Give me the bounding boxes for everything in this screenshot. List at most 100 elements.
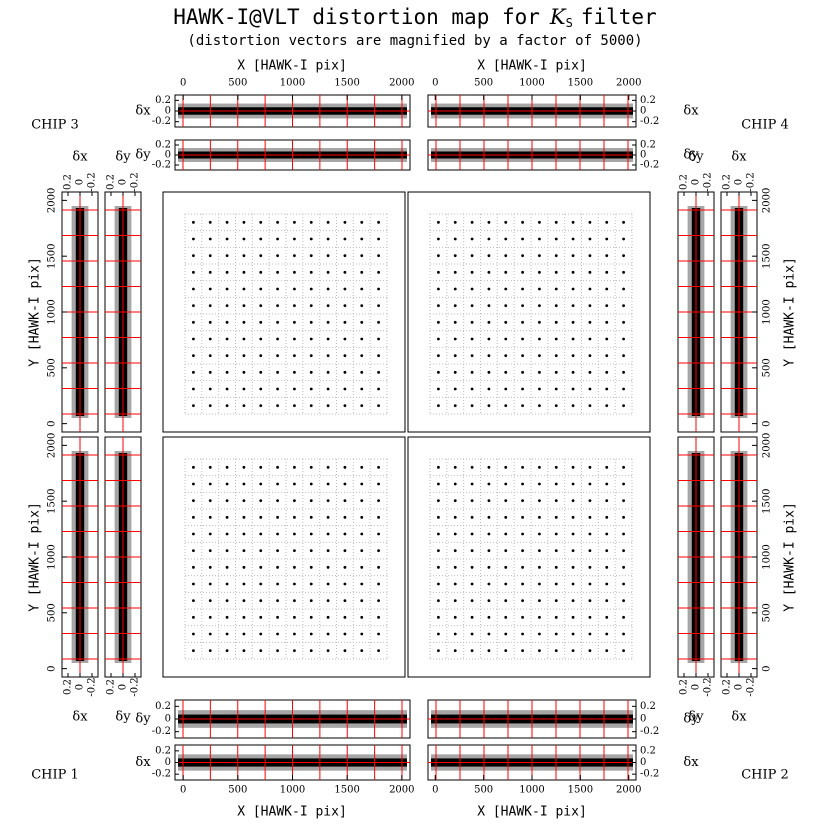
sample-point: [453, 499, 457, 503]
sample-point: [622, 532, 625, 536]
sample-point: [326, 270, 330, 274]
sample-point: [622, 287, 625, 291]
sample-point: [622, 304, 625, 308]
sample-point: [538, 515, 541, 519]
sample-point: [554, 532, 558, 536]
sample-point: [192, 337, 195, 341]
sample-point: [437, 582, 440, 586]
sample-point: [470, 304, 474, 308]
sample-point: [360, 499, 364, 503]
y-tick-label: 2000: [762, 188, 773, 213]
sample-point: [487, 237, 491, 241]
sample-point: [259, 599, 263, 603]
sample-point: [293, 287, 296, 291]
sample-point: [242, 237, 246, 241]
sample-point: [487, 649, 491, 653]
sample-point: [571, 465, 575, 469]
sample-point: [521, 320, 524, 324]
sample-point: [453, 237, 457, 241]
sample-point: [309, 515, 313, 519]
y-tick-label: 1000: [762, 299, 773, 324]
sample-point: [326, 482, 330, 486]
sample-point: [605, 632, 609, 636]
sample-point: [343, 237, 347, 241]
sample-point: [588, 354, 592, 358]
y-tick-label: 2000: [47, 188, 58, 213]
sample-point: [487, 287, 491, 291]
sample-point: [487, 565, 491, 569]
strip-label: δy: [115, 710, 131, 725]
sample-point: [521, 337, 524, 341]
sample-point: [377, 615, 380, 619]
sample-point: [588, 565, 592, 569]
residual-tick-label: -0.2: [703, 677, 714, 696]
sample-point: [259, 499, 263, 503]
sample-point: [242, 499, 246, 503]
sample-point: [326, 370, 330, 374]
sample-point: [276, 532, 279, 536]
sample-point: [504, 649, 508, 653]
sample-point: [377, 220, 380, 224]
sample-point: [225, 465, 229, 469]
sample-point: [554, 287, 558, 291]
sample-point: [622, 370, 625, 374]
sample-point: [487, 515, 491, 519]
sample-point: [309, 220, 313, 224]
sample-point: [343, 549, 347, 553]
strip-label: δx: [683, 104, 699, 119]
sample-point: [242, 320, 246, 324]
chip-label: CHIP 4: [741, 118, 789, 133]
sample-point: [622, 499, 625, 503]
sample-point: [309, 304, 313, 308]
residual-tick-label: -0.2: [152, 116, 171, 127]
sample-point: [453, 254, 457, 258]
sample-point: [504, 549, 508, 553]
chip-label: CHIP 3: [31, 118, 79, 133]
sample-point: [571, 532, 575, 536]
sample-point: [504, 632, 508, 636]
sample-point: [377, 632, 380, 636]
sample-point: [504, 499, 508, 503]
sample-point: [309, 404, 313, 408]
sample-point: [588, 220, 592, 224]
sample-point: [521, 354, 524, 358]
sample-point: [487, 370, 491, 374]
sample-point: [554, 482, 558, 486]
y-tick-label: 1500: [47, 488, 58, 513]
sample-point: [293, 532, 296, 536]
sample-point: [437, 615, 440, 619]
residual-tick-label: 0: [691, 684, 702, 690]
sample-point: [453, 387, 457, 391]
sample-point: [571, 549, 575, 553]
sample-point: [192, 387, 195, 391]
sample-point: [326, 649, 330, 653]
sample-point: [504, 482, 508, 486]
sample-point: [437, 515, 440, 519]
sample-point: [453, 270, 457, 274]
sample-point: [605, 515, 609, 519]
strip-label: δx: [135, 104, 151, 119]
sample-point: [377, 515, 380, 519]
sample-point: [326, 599, 330, 603]
x-tick-label: 2000: [389, 785, 414, 796]
sample-point: [504, 565, 508, 569]
sample-point: [377, 549, 380, 553]
residual-tick-label: -0.2: [640, 769, 659, 780]
sample-point: [453, 337, 457, 341]
sample-point: [360, 649, 364, 653]
sample-point: [276, 304, 279, 308]
sample-point: [437, 254, 440, 258]
sample-point: [605, 615, 609, 619]
sample-point: [293, 354, 296, 358]
sample-point: [360, 237, 364, 241]
sample-point: [276, 287, 279, 291]
sample-point: [293, 337, 296, 341]
sample-point: [259, 582, 263, 586]
sample-point: [622, 387, 625, 391]
sample-point: [504, 404, 508, 408]
sample-point: [259, 337, 263, 341]
sample-point: [309, 320, 313, 324]
sample-point: [622, 599, 625, 603]
title-filter: K: [549, 5, 567, 29]
sample-point: [343, 270, 347, 274]
